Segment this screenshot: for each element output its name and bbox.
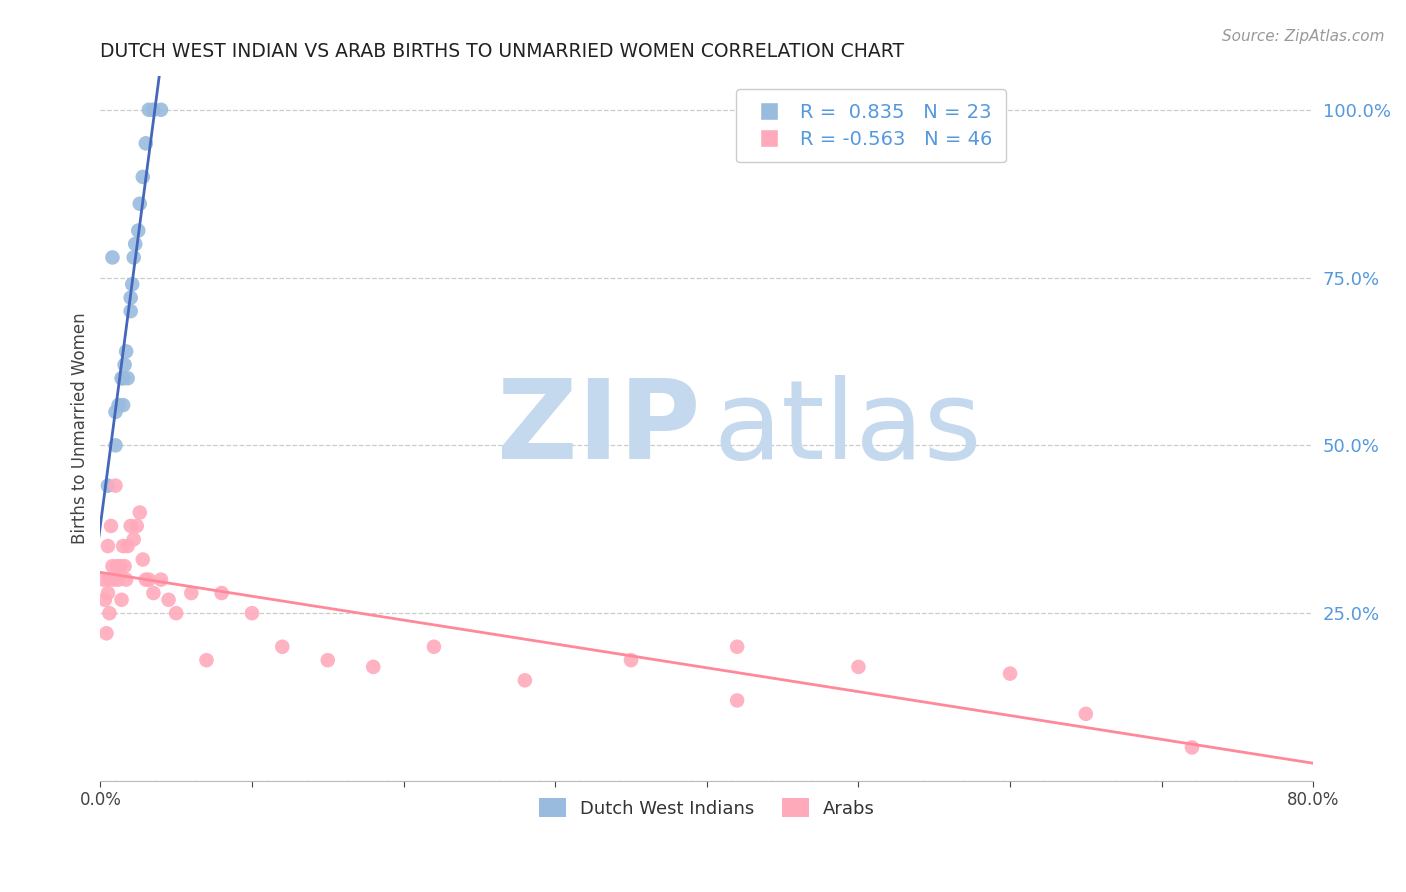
Point <box>1074 706 1097 721</box>
Point <box>93 573 115 587</box>
Point <box>157 592 180 607</box>
Point <box>112 371 135 385</box>
Point <box>121 277 143 292</box>
Point <box>98 573 121 587</box>
Text: atlas: atlas <box>713 376 981 482</box>
Point <box>128 506 150 520</box>
Point <box>848 660 870 674</box>
Point <box>725 693 748 707</box>
Point <box>128 196 150 211</box>
Legend: Dutch West Indians, Arabs: Dutch West Indians, Arabs <box>531 791 882 825</box>
Point <box>132 552 155 566</box>
Point <box>112 398 135 412</box>
Point <box>142 103 165 117</box>
Point <box>97 539 120 553</box>
Point <box>104 478 127 492</box>
Point <box>97 478 120 492</box>
Point <box>96 626 118 640</box>
Point <box>97 586 120 600</box>
Point <box>115 344 138 359</box>
Point <box>195 653 218 667</box>
Point <box>135 573 157 587</box>
Point <box>165 606 187 620</box>
Point <box>122 533 145 547</box>
Point <box>98 606 121 620</box>
Point <box>103 573 125 587</box>
Point <box>142 586 165 600</box>
Point <box>513 673 536 688</box>
Point <box>125 519 148 533</box>
Point <box>120 519 142 533</box>
Point <box>180 586 202 600</box>
Point <box>135 136 157 151</box>
Point <box>110 592 132 607</box>
Point <box>115 573 138 587</box>
Y-axis label: Births to Unmarried Women: Births to Unmarried Women <box>72 313 89 544</box>
Point <box>112 539 135 553</box>
Point <box>117 539 139 553</box>
Point <box>124 237 146 252</box>
Point <box>107 398 129 412</box>
Point <box>108 559 131 574</box>
Point <box>94 592 117 607</box>
Point <box>114 358 136 372</box>
Point <box>138 103 160 117</box>
Point <box>316 653 339 667</box>
Point <box>120 291 142 305</box>
Point <box>138 573 160 587</box>
Point <box>240 606 263 620</box>
Point <box>104 438 127 452</box>
Point <box>117 371 139 385</box>
Text: ZIP: ZIP <box>498 376 700 482</box>
Point <box>361 660 384 674</box>
Point <box>725 640 748 654</box>
Point <box>423 640 446 654</box>
Point <box>150 573 173 587</box>
Point <box>110 371 132 385</box>
Point <box>104 405 127 419</box>
Point <box>107 573 129 587</box>
Point <box>101 251 124 265</box>
Point <box>211 586 233 600</box>
Point <box>101 559 124 574</box>
Point <box>122 251 145 265</box>
Point <box>150 103 173 117</box>
Point <box>132 169 155 184</box>
Point <box>271 640 294 654</box>
Point <box>114 559 136 574</box>
Point <box>105 559 128 574</box>
Point <box>100 519 122 533</box>
Point <box>120 304 142 318</box>
Point <box>1181 740 1204 755</box>
Point <box>620 653 643 667</box>
Point <box>127 224 149 238</box>
Text: Source: ZipAtlas.com: Source: ZipAtlas.com <box>1222 29 1385 44</box>
Point <box>998 666 1021 681</box>
Text: DUTCH WEST INDIAN VS ARAB BIRTHS TO UNMARRIED WOMEN CORRELATION CHART: DUTCH WEST INDIAN VS ARAB BIRTHS TO UNMA… <box>100 42 904 61</box>
